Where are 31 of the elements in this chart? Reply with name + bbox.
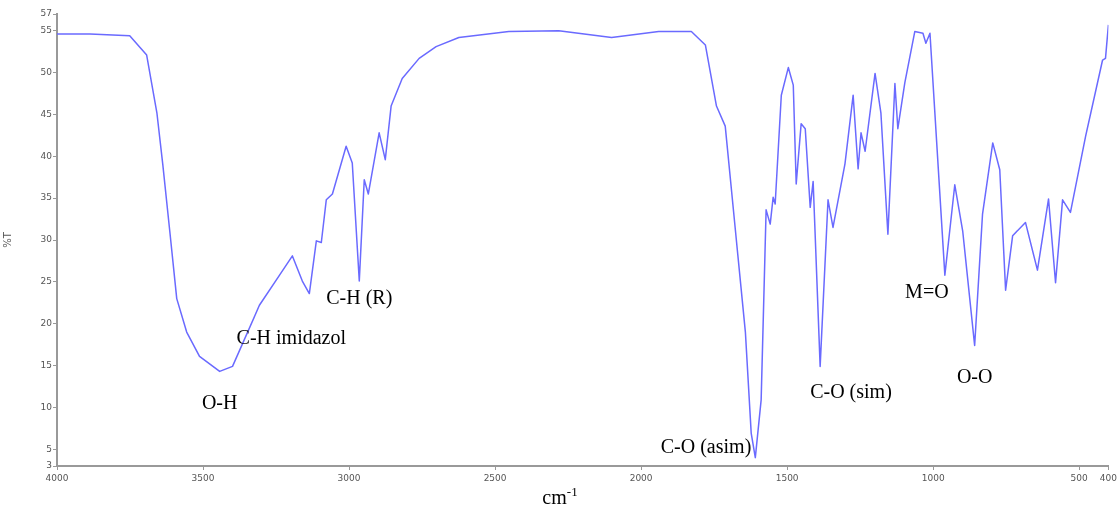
y-tick-label: 3: [46, 460, 52, 471]
annotation: M=O: [905, 280, 949, 303]
y-tick-label: 35: [40, 192, 52, 203]
y-axis-title: %T: [1, 231, 13, 248]
x-tick-label: 4000: [45, 472, 69, 483]
y-tick-label: 20: [40, 318, 53, 329]
x-tick-label: 500: [1070, 472, 1089, 483]
y-tick-label: 30: [40, 234, 53, 245]
x-tick-label: 400: [1099, 472, 1118, 483]
y-tick-label: 57: [40, 8, 52, 19]
x-tick-label: 2000: [629, 472, 653, 483]
y-tick-label: 25: [40, 276, 52, 287]
y-tick-label: 55: [40, 25, 52, 36]
x-axis-title: cm$^{-1}$: [541, 484, 579, 509]
annotation: C-H imidazol: [236, 325, 347, 348]
y-tick-label: 50: [40, 66, 53, 77]
annotation: C-O (sim): [810, 379, 892, 403]
x-tick-label: 1000: [921, 472, 945, 483]
annotation: O-H: [201, 390, 238, 413]
x-tick-label: 1500: [775, 472, 799, 483]
y-tick-label: 15: [40, 359, 52, 370]
x-tick-label: 2500: [483, 472, 507, 483]
annotation: C-H (R): [326, 286, 393, 310]
y-tick-label: 5: [46, 443, 52, 454]
y-tick-label: 10: [40, 401, 53, 412]
x-tick-label: 3000: [337, 472, 361, 483]
y-tick-label: 40: [40, 150, 53, 161]
annotation: O-O: [956, 364, 993, 387]
x-tick-label: 3500: [191, 472, 215, 483]
y-tick-label: 45: [40, 108, 52, 119]
annotation: C-O (asim): [660, 434, 752, 458]
